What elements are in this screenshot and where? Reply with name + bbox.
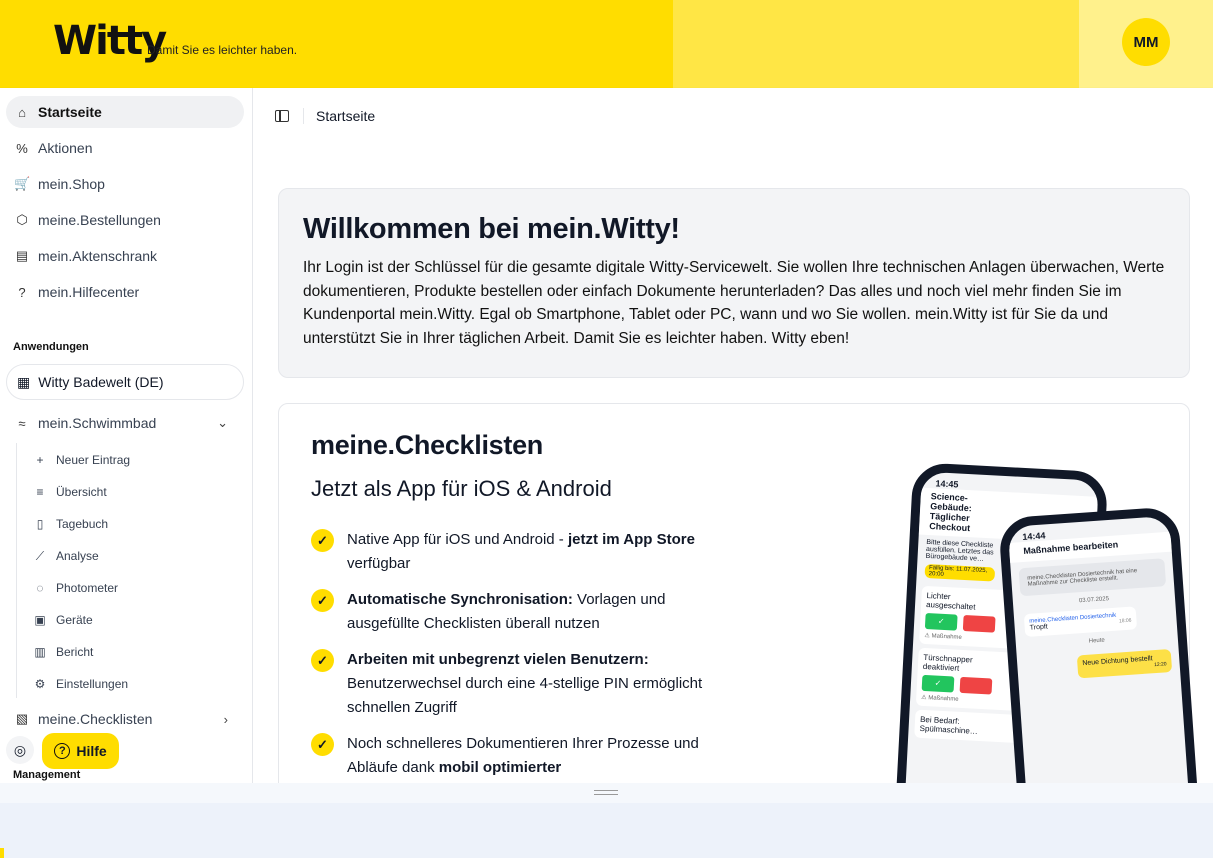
fingerprint-icon[interactable]: ◎ <box>6 736 34 764</box>
building-icon: ▦ <box>17 373 31 390</box>
subnav-icon: ◌ <box>36 581 44 595</box>
package-icon: ⬡ <box>16 212 28 227</box>
subnav-item[interactable]: ⚙ Einstellungen <box>32 672 128 696</box>
welcome-title: Willkommen bei mein.Witty! <box>303 213 680 245</box>
sidebar-toggle-icon[interactable] <box>275 110 289 122</box>
help-label: Hilfe <box>76 743 107 759</box>
chevron-down-icon: ⌄ <box>217 415 228 430</box>
sidebar-item-meine-bestellungen[interactable]: ⬡ meine.Bestellungen <box>6 204 244 236</box>
cart-icon: 🛒 <box>14 176 31 191</box>
help-button[interactable]: ? Hilfe <box>42 733 119 769</box>
phone-note: meine.Checklisten Dosiertechnik hat eine… <box>1018 558 1167 597</box>
checklist-icon: ▧ <box>15 711 29 726</box>
subnav-label: Neuer Eintrag <box>56 453 131 467</box>
subnav-label: Übersicht <box>56 485 107 499</box>
cabinet-icon: ▤ <box>15 248 29 263</box>
nav-label: meine.Bestellungen <box>38 212 161 228</box>
swim-icon: ≈ <box>18 415 26 431</box>
subnav-icon: ▣ <box>34 613 46 627</box>
feature-text: Noch schnelleres Dokumentieren Ihrer Pro… <box>347 735 699 776</box>
due-badge: Fällig bis: 11.07.2025, 20:00 <box>924 563 996 582</box>
phone-title: Science-Gebäude: Täglicher Checkout <box>928 491 972 534</box>
welcome-text: Ihr Login ist der Schlüssel für die gesa… <box>303 259 1165 347</box>
nav-label: Startseite <box>38 104 102 120</box>
subnav-item[interactable]: ◌ Photometer <box>32 576 118 600</box>
sidebar-item-startseite[interactable]: ⌂ Startseite <box>6 96 244 128</box>
app-selector-label: Witty Badewelt (DE) <box>38 374 164 390</box>
sidebar-item-schwimmbad[interactable]: ≈ mein.Schwimmbad ⌄ <box>6 407 244 439</box>
subnav-item[interactable]: ⟋ Analyse <box>32 544 99 568</box>
subnav-icon: ⚙ <box>34 677 46 691</box>
subnav-item[interactable]: ▥ Bericht <box>32 640 93 664</box>
message: Tropft <box>1029 623 1049 632</box>
subnav-label: Geräte <box>56 613 93 627</box>
phone-mockup-action: 14:44 Maßnahme bearbeiten meine.Checklis… <box>998 506 1200 783</box>
subnav-item[interactable]: ▯ Tagebuch <box>32 512 108 536</box>
subnav-label: Analyse <box>56 549 99 563</box>
home-icon: ⌂ <box>18 104 26 120</box>
feature-text: Automatische Synchronisation: Vorlagen u… <box>347 591 666 632</box>
subnav-item[interactable]: ≡ Übersicht <box>32 480 107 504</box>
nav-label: mein.Hilfecenter <box>38 284 140 300</box>
help-icon: ? <box>54 743 71 759</box>
welcome-card: Willkommen bei mein.Witty! Ihr Login ist… <box>278 188 1190 378</box>
check-icon: ✓ <box>311 733 334 756</box>
nav-label: mein.Schwimmbad <box>38 415 157 431</box>
help-circle-icon: ? <box>18 284 26 300</box>
checklists-title: meine.Checklisten <box>311 430 543 460</box>
breadcrumb-item[interactable]: Startseite <box>316 108 376 124</box>
sidebar: ⌂ Startseite% Aktionen 🛒 mein.Shop ⬡ meine.Bes… <box>0 88 253 783</box>
chevron-right-icon: › <box>223 711 228 727</box>
app-selector[interactable]: ▦ Witty Badewelt (DE) <box>6 364 244 400</box>
user-avatar[interactable]: MM <box>1122 18 1170 66</box>
nav-label: meine.Checklisten <box>38 711 153 727</box>
subnav-icon: ▯ <box>36 517 44 531</box>
checklists-subtitle: Jetzt als App für iOS & Android <box>311 476 612 501</box>
feature-item: ✓ Native App für iOS und Android - jetzt … <box>311 528 711 576</box>
sidebar-item-mein-aktenschrank[interactable]: ▤ mein.Aktenschrank <box>6 240 244 272</box>
subnav-icon: + <box>36 453 44 467</box>
breadcrumb: Startseite <box>275 108 375 124</box>
witty-logo[interactable]: Witty <box>53 18 167 64</box>
feature-item: ✓ Noch schnelleres Dokumentieren Ihrer Pr… <box>311 732 711 780</box>
nav-label: mein.Shop <box>38 176 105 192</box>
apps-heading: Anwendungen <box>13 341 89 353</box>
checklists-card: meine.Checklisten Jetzt als App für iOS … <box>278 403 1200 783</box>
check-icon: ✓ <box>311 649 334 672</box>
subnav-icon: ≡ <box>36 485 44 499</box>
subnav-item[interactable]: + Neuer Eintrag <box>32 448 130 472</box>
management-heading: Management <box>13 769 81 781</box>
check-item: Lichter ausgeschaltet <box>925 591 976 612</box>
subnav-icon: ▥ <box>34 645 46 659</box>
check-icon: ✓ <box>311 589 334 612</box>
phone-intro: Bitte diese Checkliste ausfüllen. Letzte… <box>925 538 994 563</box>
subnav-icon: ⟋ <box>35 548 45 563</box>
subnav-label: Photometer <box>56 581 119 595</box>
check-item: Türschnapper deaktiviert <box>922 652 973 673</box>
check-item: Bei Bedarf: Spülmaschine… <box>919 714 979 736</box>
nav-label: Aktionen <box>38 140 93 156</box>
subnav-label: Bericht <box>56 645 94 659</box>
sidebar-item-mein-shop[interactable]: 🛒 mein.Shop <box>6 168 244 200</box>
percent-icon: % <box>16 140 28 156</box>
feature-text: Arbeiten mit unbegrenzt vielen Benutzern… <box>347 651 703 716</box>
subnav-item[interactable]: ▣ Geräte <box>32 608 93 632</box>
feature-item: ✓ Automatische Synchronisation: Vorlagen … <box>311 588 711 636</box>
subnav-label: Einstellungen <box>56 677 129 691</box>
sidebar-item-aktionen[interactable]: % Aktionen <box>6 132 244 164</box>
panel-resize-handle[interactable] <box>0 783 1213 803</box>
main-content: Startseite Willkommen bei mein.Witty! Ih… <box>253 88 1213 783</box>
sidebar-item-mein-hilfecenter[interactable]: ? mein.Hilfecenter <box>6 276 244 308</box>
grip-icon <box>594 790 618 795</box>
check-icon: ✓ <box>311 529 334 552</box>
message-time: 18:06 <box>1118 617 1132 625</box>
nav-label: mein.Aktenschrank <box>38 248 158 264</box>
sidebar-item-checklisten[interactable]: ▧ meine.Checklisten › <box>6 703 244 735</box>
feature-item: ✓ Arbeiten mit unbegrenzt vielen Benutzer… <box>311 648 711 720</box>
top-header: Witty Damit Sie es leichter haben. MM <box>0 0 1213 88</box>
feature-text: Native App für iOS und Android - jetzt i… <box>347 531 695 572</box>
subnav-label: Tagebuch <box>56 517 109 531</box>
slogan: Damit Sie es leichter haben. <box>147 43 298 57</box>
